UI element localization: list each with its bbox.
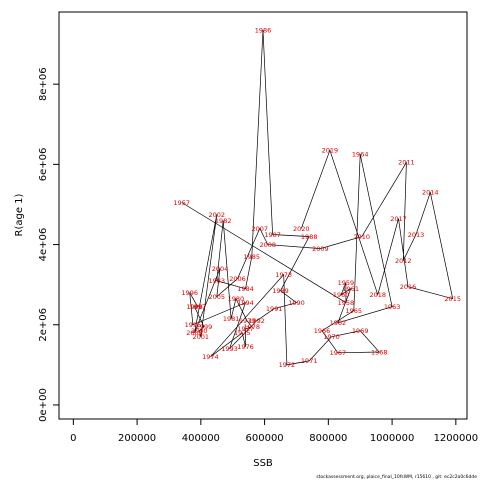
point-label-1971: 1971 — [301, 357, 318, 365]
point-label-1978: 1978 — [244, 323, 261, 331]
y-axis-label: R(age 1) — [14, 193, 25, 236]
point-label-2003: 2003 — [186, 329, 203, 337]
point-label-1963: 1963 — [384, 303, 401, 311]
point-label-1996: 1996 — [181, 289, 198, 297]
point-label-2000: 2000 — [191, 327, 208, 335]
point-label-1968: 1968 — [371, 348, 388, 356]
point-label-1973: 1973 — [275, 271, 292, 279]
x-tick-label: 1000000 — [370, 433, 415, 444]
point-label-1965: 1965 — [346, 307, 363, 315]
point-label-1964: 1964 — [352, 151, 369, 159]
point-label-2008: 2008 — [260, 241, 277, 249]
point-label-1995: 1995 — [185, 321, 202, 329]
point-label-1993: 1993 — [221, 345, 238, 353]
x-tick-label: 800000 — [309, 433, 347, 444]
x-axis-label: SSB — [253, 458, 273, 469]
point-label-2015: 2015 — [444, 295, 461, 303]
y-tick-label: 6e+06 — [38, 148, 49, 182]
point-label-1990: 1990 — [288, 299, 305, 307]
point-label-2011: 2011 — [398, 159, 415, 167]
point-label-1991: 1991 — [266, 305, 283, 313]
y-tick-label: 4e+06 — [38, 228, 49, 262]
x-tick-label: 0 — [70, 433, 76, 444]
point-label-1961: 1961 — [342, 285, 359, 293]
point-label-2019: 2019 — [322, 147, 339, 155]
point-label-1981: 1981 — [223, 315, 240, 323]
point-label-1958: 1958 — [338, 299, 355, 307]
x-tick-label: 600000 — [246, 433, 284, 444]
point-label-1959: 1959 — [338, 279, 355, 287]
point-label-1989: 1989 — [272, 287, 289, 295]
point-label-1998: 1998 — [186, 303, 203, 311]
point-label-2014: 2014 — [422, 189, 439, 197]
point-label-2010: 2010 — [354, 233, 371, 241]
y-axis: 0e+00 2e+06 4e+06 6e+06 8e+06 — [38, 67, 60, 422]
point-label-1976: 1976 — [237, 343, 254, 351]
point-label-1994: 1994 — [237, 299, 254, 307]
point-label-2017: 2017 — [390, 215, 407, 223]
footer-note: stockassessment.org, plaice_final_10fsWM… — [316, 474, 477, 480]
point-label-2020: 2020 — [293, 225, 310, 233]
point-label-1979: 1979 — [239, 317, 256, 325]
point-label-2018: 2018 — [370, 291, 387, 299]
point-label-1997: 1997 — [189, 303, 206, 311]
point-label-1985: 1985 — [244, 253, 261, 261]
point-label-1969: 1969 — [352, 327, 369, 335]
point-label-1977: 1977 — [237, 325, 254, 333]
point-label-2006: 2006 — [229, 275, 246, 283]
point-label-1980: 1980 — [228, 295, 245, 303]
point-label-1984: 1984 — [237, 285, 254, 293]
x-tick-label: 200000 — [118, 433, 156, 444]
y-tick-label: 8e+06 — [38, 67, 49, 101]
point-label-1975: 1975 — [234, 329, 251, 337]
point-label-2007: 2007 — [252, 225, 269, 233]
x-tick-label: 400000 — [182, 433, 220, 444]
point-label-1966: 1966 — [314, 327, 331, 335]
point-label-2004: 2004 — [212, 265, 229, 273]
point-label-2013: 2013 — [408, 231, 425, 239]
y-tick-label: 2e+06 — [38, 308, 49, 342]
x-axis: 0 200000 400000 600000 800000 1000000 1200000 — [70, 418, 479, 444]
point-label-1983: 1983 — [209, 277, 226, 285]
point-label-1988: 1988 — [301, 233, 318, 241]
point-label-1974: 1974 — [202, 353, 219, 361]
point-label-2009: 2009 — [312, 245, 329, 253]
point-label-1960: 1960 — [333, 291, 350, 299]
point-label-1957: 1957 — [173, 199, 190, 207]
point-label-1970: 1970 — [323, 333, 340, 341]
point-label-2001: 2001 — [193, 333, 210, 341]
point-label-2005: 2005 — [209, 293, 226, 301]
point-label-1962: 1962 — [330, 319, 347, 327]
point-label-1967: 1967 — [330, 349, 347, 357]
point-label-1986: 1986 — [255, 26, 272, 34]
x-tick-label: 1200000 — [434, 433, 479, 444]
point-label-2012: 2012 — [395, 257, 412, 265]
point-label-2016: 2016 — [400, 283, 417, 291]
point-label-1982: 1982 — [215, 217, 232, 225]
point-label-1987: 1987 — [264, 231, 281, 239]
y-tick-label: 0e+00 — [38, 388, 49, 422]
point-label-1972: 1972 — [279, 361, 296, 369]
point-label-1999: 1999 — [196, 323, 213, 331]
point-label-2002: 2002 — [209, 211, 226, 219]
trajectory-line — [181, 29, 454, 366]
connector-lines — [181, 29, 454, 366]
point-label-1992: 1992 — [248, 317, 265, 325]
